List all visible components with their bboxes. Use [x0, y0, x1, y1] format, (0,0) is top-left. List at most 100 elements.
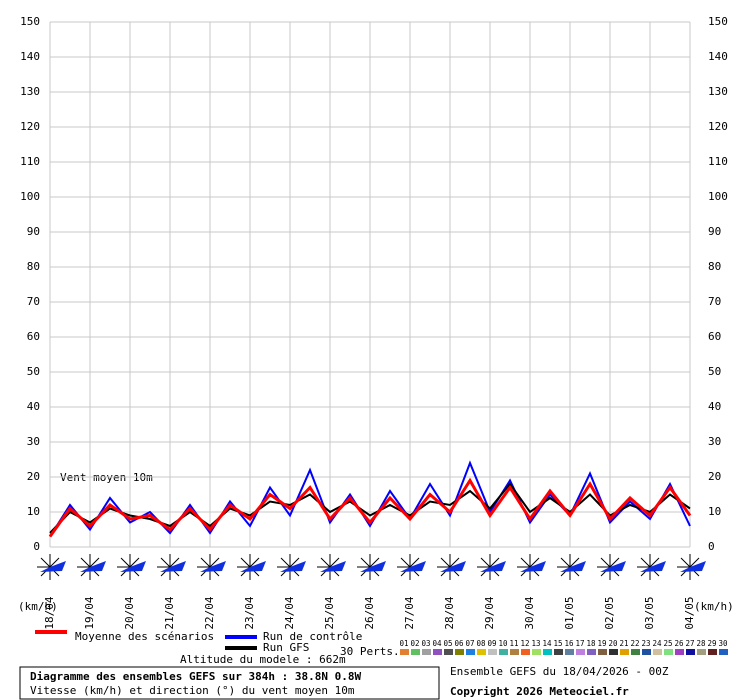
member-label: 23	[641, 639, 650, 648]
member-label: 03	[421, 639, 430, 648]
wind-rose	[400, 561, 426, 572]
x-tick-label: 02/05	[603, 596, 616, 629]
member-label: 30	[718, 639, 728, 648]
x-tick-label: 23/04	[243, 596, 256, 629]
y-tick-label: 40	[27, 400, 40, 413]
member-swatch	[653, 649, 662, 655]
x-tick-label: 22/04	[203, 596, 216, 629]
member-swatch	[455, 649, 464, 655]
member-swatch	[686, 649, 695, 655]
member-swatch	[532, 649, 541, 655]
member-label: 21	[619, 639, 628, 648]
y-tick-label-right: 130	[708, 85, 728, 98]
y-tick-label-right: 40	[708, 400, 721, 413]
wind-rose	[80, 561, 106, 572]
member-swatch	[675, 649, 684, 655]
member-swatch	[521, 649, 530, 655]
x-tick-label: 27/04	[403, 596, 416, 629]
x-tick-label: 20/04	[123, 596, 136, 629]
member-label: 19	[597, 639, 606, 648]
member-label: 24	[652, 639, 662, 648]
member-label: 09	[487, 639, 496, 648]
member-label: 15	[553, 639, 562, 648]
member-label: 20	[608, 639, 618, 648]
member-swatch	[609, 649, 618, 655]
member-swatch	[488, 649, 497, 655]
y-tick-label-right: 50	[708, 365, 721, 378]
y-tick-label-right: 20	[708, 470, 721, 483]
x-tick-label: 01/05	[563, 596, 576, 629]
wind-rose	[160, 561, 186, 572]
y-tick-label-right: 10	[708, 505, 721, 518]
footer-title: Diagramme des ensembles GEFS sur 384h : …	[30, 670, 362, 683]
member-label: 07	[465, 639, 474, 648]
y-tick-label-right: 60	[708, 330, 721, 343]
y-tick-label: 20	[27, 470, 40, 483]
member-label: 06	[454, 639, 464, 648]
y-tick-label: 130	[20, 85, 40, 98]
y-tick-label: 10	[27, 505, 40, 518]
legend-label: Moyenne des scénarios	[75, 630, 214, 643]
member-label: 17	[575, 639, 584, 648]
y-tick-label-right: 150	[708, 15, 728, 28]
member-label: 16	[564, 639, 574, 648]
member-swatch	[708, 649, 717, 655]
y-tick-label-right: 120	[708, 120, 728, 133]
member-label: 05	[443, 639, 452, 648]
member-swatch	[466, 649, 475, 655]
x-tick-label: 29/04	[483, 596, 496, 629]
member-swatch	[554, 649, 563, 655]
member-label: 13	[531, 639, 540, 648]
altitude: Altitude du modele : 662m	[180, 653, 346, 666]
member-swatch	[444, 649, 453, 655]
wind-rose	[320, 561, 346, 572]
member-label: 14	[542, 639, 552, 648]
x-tick-label: 24/04	[283, 596, 296, 629]
wind-rose	[440, 561, 466, 572]
member-swatch	[587, 649, 596, 655]
member-label: 11	[509, 639, 518, 648]
x-tick-label: 03/05	[643, 596, 656, 629]
member-label: 10	[498, 639, 508, 648]
member-label: 02	[410, 639, 419, 648]
x-tick-label: 19/04	[83, 596, 96, 629]
member-swatch	[631, 649, 640, 655]
member-swatch	[719, 649, 728, 655]
member-label: 29	[707, 639, 716, 648]
x-tick-label: 21/04	[163, 596, 176, 629]
wind-rose	[600, 561, 626, 572]
y-tick-label-right: 140	[708, 50, 728, 63]
member-label: 26	[674, 639, 684, 648]
legend-label: Run de contrôle	[263, 630, 362, 643]
member-swatch	[433, 649, 442, 655]
member-swatch	[543, 649, 552, 655]
y-tick-label: 60	[27, 330, 40, 343]
x-tick-label: 18/04	[43, 596, 56, 629]
y-tick-label: 120	[20, 120, 40, 133]
member-label: 27	[685, 639, 694, 648]
member-swatch	[400, 649, 409, 655]
y-tick-label: 100	[20, 190, 40, 203]
member-label: 28	[696, 639, 706, 648]
wind-rose	[560, 561, 586, 572]
wind-rose	[40, 561, 66, 572]
footer-subtitle: Vitesse (km/h) et direction (°) du vent …	[30, 684, 355, 697]
y-tick-label: 50	[27, 365, 40, 378]
wind-rose	[360, 561, 386, 572]
member-swatch	[422, 649, 431, 655]
y-tick-label-right: 110	[708, 155, 728, 168]
member-label: 22	[630, 639, 639, 648]
member-swatch	[664, 649, 673, 655]
member-swatch	[642, 649, 651, 655]
x-tick-label: 26/04	[363, 596, 376, 629]
x-tick-label: 28/04	[443, 596, 456, 629]
member-swatch	[565, 649, 574, 655]
y-tick-label: 70	[27, 295, 40, 308]
member-swatch	[499, 649, 508, 655]
x-tick-label: 30/04	[523, 596, 536, 629]
y-tick-label: 150	[20, 15, 40, 28]
member-swatch	[620, 649, 629, 655]
y-tick-label-right: 70	[708, 295, 721, 308]
y-tick-label: 90	[27, 225, 40, 238]
